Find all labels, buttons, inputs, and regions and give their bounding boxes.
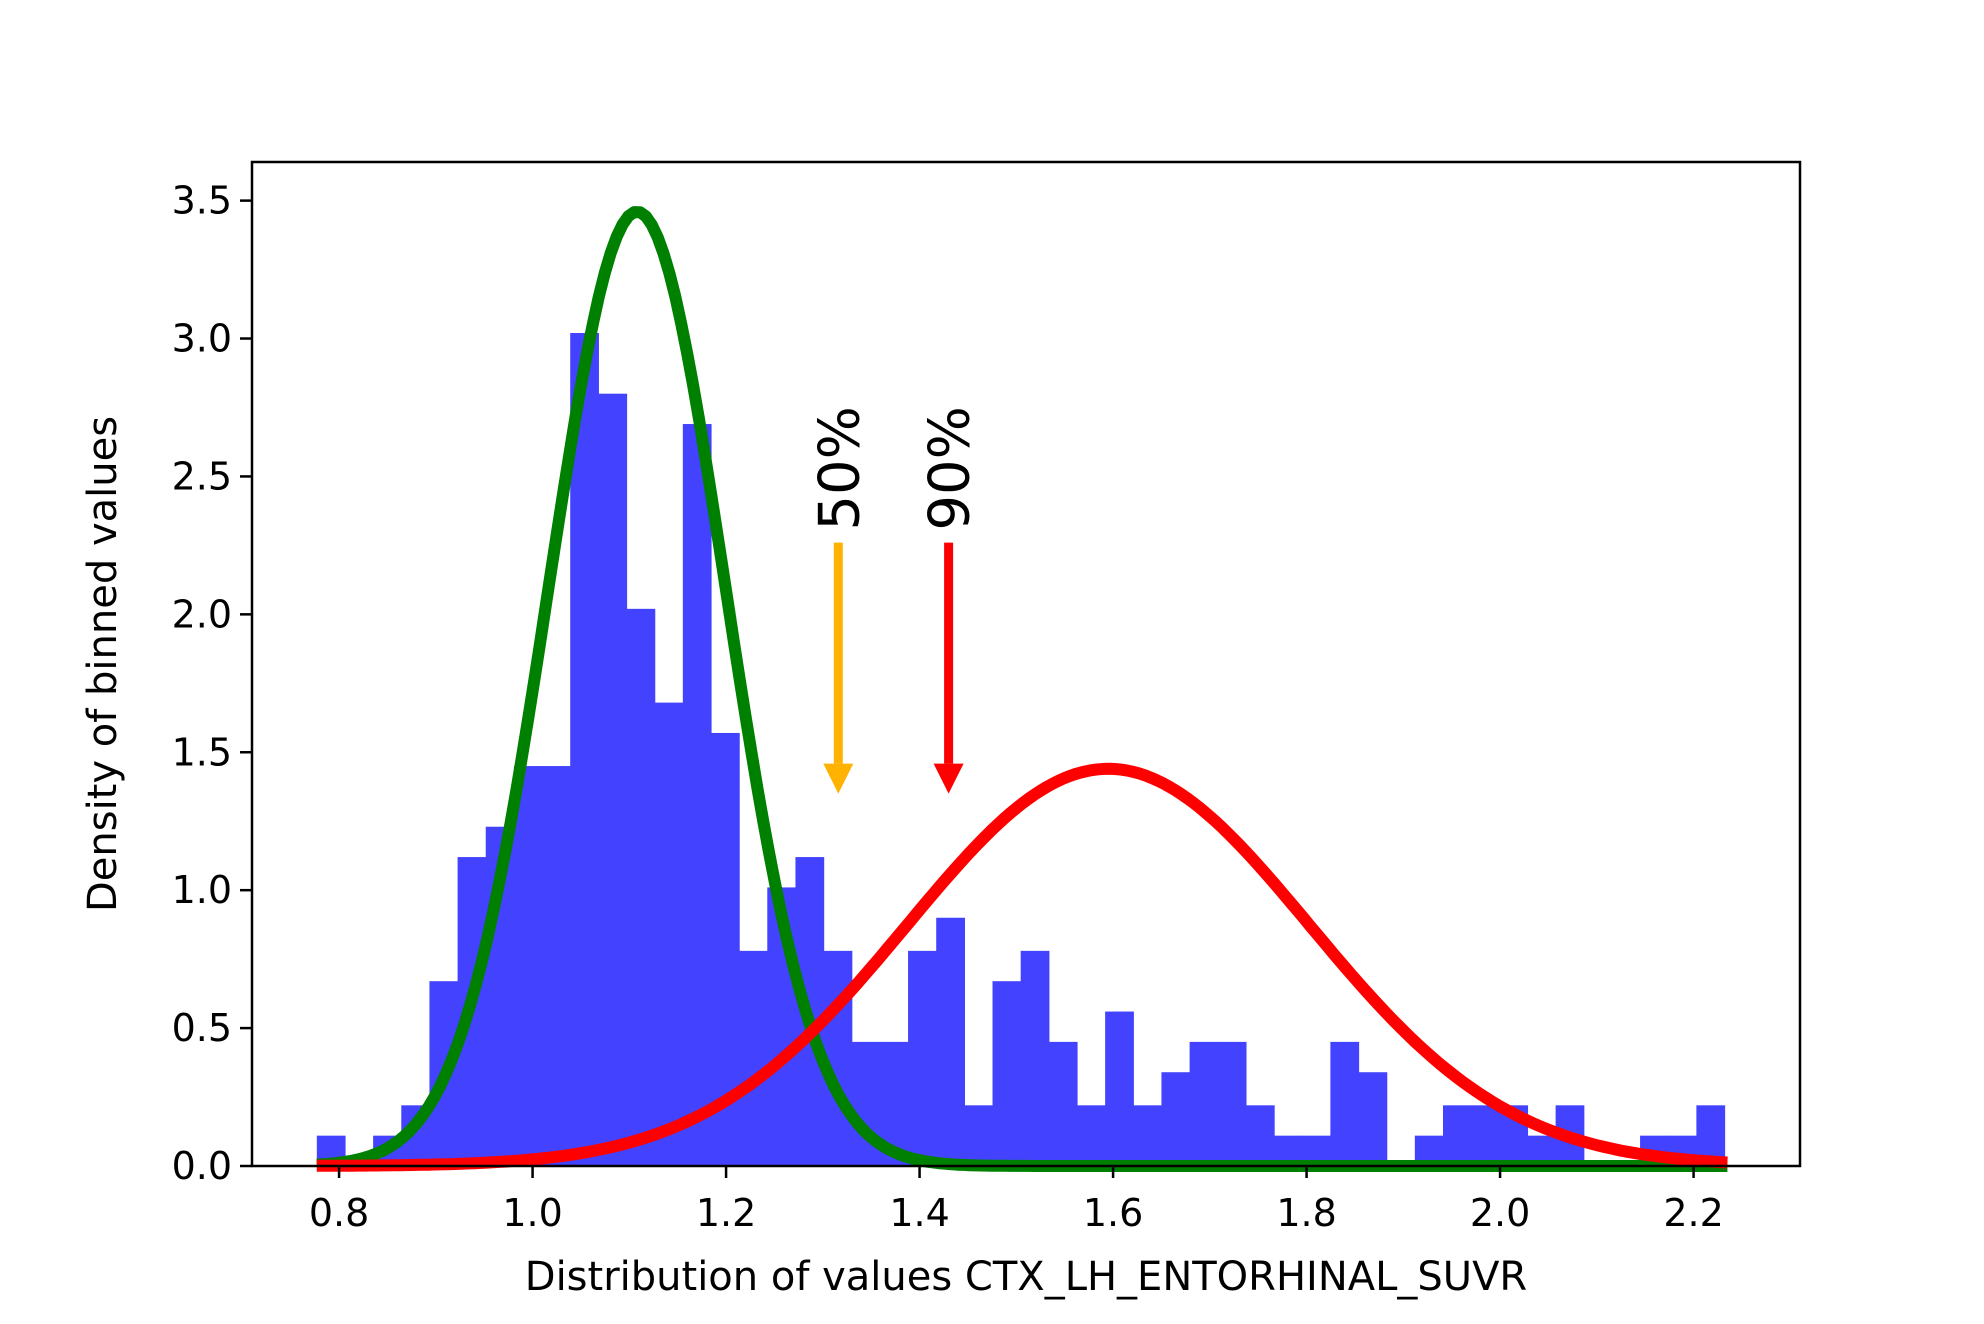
histogram-bar xyxy=(1442,1105,1472,1166)
histogram-bar xyxy=(1076,1105,1106,1166)
x-axis-ticks: 0.8 1.0 1.2 1.4 1.6 1.8 2.0 2.2 xyxy=(309,1166,1724,1235)
abnormal-fit-curve xyxy=(316,762,1728,1172)
x-tick-label: 1.0 xyxy=(502,1191,562,1235)
histogram-bar xyxy=(1048,1041,1078,1166)
y-tick-label: 1.0 xyxy=(172,868,232,912)
percentile-arrow-head xyxy=(823,763,854,794)
histogram-bar xyxy=(1189,1041,1219,1166)
x-tick-label: 2.0 xyxy=(1470,1191,1530,1235)
histogram-bar xyxy=(654,702,684,1166)
y-tick-label: 0.5 xyxy=(172,1006,232,1050)
y-tick-label: 3.5 xyxy=(172,179,232,223)
histogram-bar xyxy=(739,950,768,1166)
x-tick-label: 1.2 xyxy=(696,1191,756,1235)
histogram-bar xyxy=(1245,1105,1275,1166)
histogram-bar xyxy=(1161,1072,1191,1166)
y-tick-label: 3.0 xyxy=(172,317,232,361)
histogram-bar xyxy=(1105,1011,1134,1166)
percentile-label: 50% xyxy=(807,406,872,530)
histogram-bar xyxy=(992,981,1022,1166)
y-tick-label: 0.0 xyxy=(172,1144,232,1188)
y-axis-ticks: 0.0 0.5 1.0 1.5 2.0 2.5 3.0 3.5 xyxy=(172,179,252,1188)
histogram-bar xyxy=(1358,1072,1388,1166)
x-tick-label: 0.8 xyxy=(309,1191,369,1235)
histogram-bar xyxy=(513,766,543,1166)
histogram-bar xyxy=(908,950,937,1166)
x-tick-label: 1.6 xyxy=(1083,1191,1143,1235)
percentile-arrow-head xyxy=(933,763,964,794)
y-axis-label: Density of binned values xyxy=(80,416,126,912)
histogram-bar xyxy=(1471,1105,1500,1166)
histogram-bar xyxy=(682,424,712,1166)
histogram-bar xyxy=(964,1105,994,1166)
x-tick-label: 2.2 xyxy=(1663,1191,1723,1235)
histogram-bar xyxy=(542,766,571,1166)
histogram-bar xyxy=(1020,950,1050,1166)
histogram-bar xyxy=(598,393,628,1166)
percentile-label: 90% xyxy=(918,406,983,530)
histogram-bar xyxy=(1330,1041,1360,1166)
histogram-bar xyxy=(570,333,599,1166)
histogram-bar xyxy=(1217,1041,1247,1166)
y-tick-label: 1.5 xyxy=(172,730,232,774)
x-tick-label: 1.8 xyxy=(1276,1191,1336,1235)
x-axis-label: Distribution of values CTX_LH_ENTORHINAL… xyxy=(525,1254,1527,1300)
y-tick-label: 2.5 xyxy=(172,454,232,498)
percentile-annotations: 50% 90% xyxy=(807,406,983,794)
histogram-bar xyxy=(1133,1105,1163,1166)
plot-frame xyxy=(250,160,1802,1168)
histogram-bar xyxy=(626,608,656,1166)
y-tick-label: 2.0 xyxy=(172,592,232,636)
histogram-bar xyxy=(936,917,965,1166)
x-tick-label: 1.4 xyxy=(889,1191,949,1235)
